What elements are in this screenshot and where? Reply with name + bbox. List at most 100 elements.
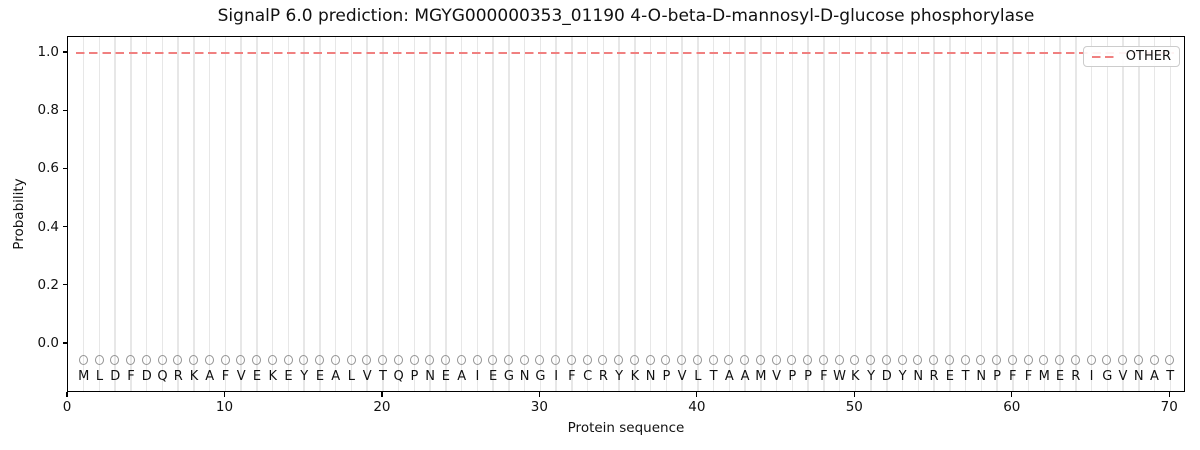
residue-marker-icon xyxy=(1086,355,1096,366)
y-tick xyxy=(62,342,67,344)
residue-marker-icon xyxy=(614,355,624,366)
residue-marker-icon xyxy=(110,355,120,366)
residue-letter: P xyxy=(804,369,812,385)
legend-dashed-line-icon xyxy=(1091,55,1118,58)
residue-letter: M xyxy=(755,369,767,385)
residue-marker-icon xyxy=(677,355,687,366)
x-tick-label: 40 xyxy=(688,399,706,415)
residue-letter: I xyxy=(1089,369,1094,385)
residue-letter: R xyxy=(598,369,608,385)
gridline xyxy=(1122,37,1124,391)
gridline xyxy=(413,37,416,391)
gridline xyxy=(791,37,794,391)
residue-letter: K xyxy=(189,369,199,385)
y-tick xyxy=(62,225,67,228)
residue-letter: E xyxy=(252,369,262,385)
residue-marker-icon xyxy=(881,355,891,366)
residue-marker-icon xyxy=(803,355,813,366)
residue-letter: T xyxy=(378,369,387,385)
residue-marker-icon xyxy=(771,355,781,366)
gridline xyxy=(114,37,116,391)
gridline xyxy=(303,37,305,391)
residue-marker-icon xyxy=(724,355,734,366)
residue-marker-icon xyxy=(551,355,561,366)
gridline xyxy=(1138,37,1140,391)
y-tick xyxy=(62,109,67,111)
residue-letter: Y xyxy=(898,369,907,385)
residue-letter: Y xyxy=(867,369,876,385)
gridline xyxy=(98,37,101,391)
x-tick xyxy=(853,392,855,397)
residue-marker-icon xyxy=(488,355,498,366)
residue-marker-icon xyxy=(299,355,309,366)
residue-letter: V xyxy=(362,369,372,385)
gridline xyxy=(271,37,274,391)
residue-marker-icon xyxy=(204,355,214,366)
residue-letter: P xyxy=(993,369,1001,385)
x-tick-label: 10 xyxy=(215,399,234,415)
residue-marker-icon xyxy=(960,355,970,366)
gridline xyxy=(933,37,935,391)
chart-title: SignalP 6.0 prediction: MGYG000000353_01… xyxy=(217,6,1035,26)
residue-letter: G xyxy=(503,369,514,385)
residue-letter: F xyxy=(221,369,230,385)
residue-marker-icon xyxy=(456,355,466,366)
y-axis-label: Probability xyxy=(11,178,27,250)
gridline xyxy=(240,37,242,391)
residue-marker-icon xyxy=(330,355,340,366)
residue-marker-icon xyxy=(913,355,923,366)
gridline xyxy=(539,37,542,391)
x-tick xyxy=(696,392,698,397)
x-tick-label: 50 xyxy=(845,399,863,415)
gridline xyxy=(838,37,841,391)
gridline xyxy=(980,37,983,391)
gridline xyxy=(681,37,683,391)
gridline xyxy=(602,37,605,391)
residue-marker-icon xyxy=(220,355,230,366)
residue-marker-icon xyxy=(866,355,876,366)
gridline xyxy=(382,37,384,391)
residue-marker-icon xyxy=(535,355,545,366)
gridline xyxy=(145,37,148,391)
gridline xyxy=(1169,37,1171,391)
residue-letter: D xyxy=(881,369,892,385)
residue-marker-icon xyxy=(157,355,167,366)
x-tick-label: 70 xyxy=(1160,399,1178,415)
residue-letter: T xyxy=(709,369,718,385)
gridline xyxy=(712,37,715,391)
residue-marker-icon xyxy=(740,355,750,366)
residue-marker-icon xyxy=(252,355,262,366)
residue-letter: F xyxy=(1024,369,1033,385)
residue-marker-icon xyxy=(1023,355,1033,366)
gridline xyxy=(224,37,227,391)
gridline xyxy=(996,37,998,391)
residue-letter: E xyxy=(945,369,954,385)
gridline xyxy=(319,37,321,391)
residue-letter: N xyxy=(913,369,924,385)
x-tick xyxy=(381,392,383,397)
residue-letter: F xyxy=(820,369,828,385)
residue-marker-icon xyxy=(1007,355,1017,366)
gridline xyxy=(429,37,431,391)
y-tick-label: 0.2 xyxy=(37,276,59,293)
residue-marker-icon xyxy=(362,355,372,366)
residue-letter: V xyxy=(1118,369,1128,385)
residue-letter: A xyxy=(205,369,215,385)
gridline xyxy=(697,37,699,391)
legend-label: OTHER xyxy=(1125,49,1171,64)
x-tick xyxy=(1168,392,1170,397)
x-tick xyxy=(223,392,226,397)
y-tick-label: 0.0 xyxy=(37,334,59,351)
residue-marker-icon xyxy=(1165,355,1175,366)
gridline xyxy=(445,37,447,391)
residue-letter: P xyxy=(788,369,797,385)
gridline xyxy=(1012,37,1014,391)
residue-letter: N xyxy=(519,369,530,385)
gridline xyxy=(397,37,400,391)
residue-marker-icon xyxy=(315,355,325,366)
gridline xyxy=(917,37,920,391)
residue-marker-icon xyxy=(189,355,199,366)
gridline xyxy=(287,37,290,391)
residue-marker-icon xyxy=(236,355,246,366)
